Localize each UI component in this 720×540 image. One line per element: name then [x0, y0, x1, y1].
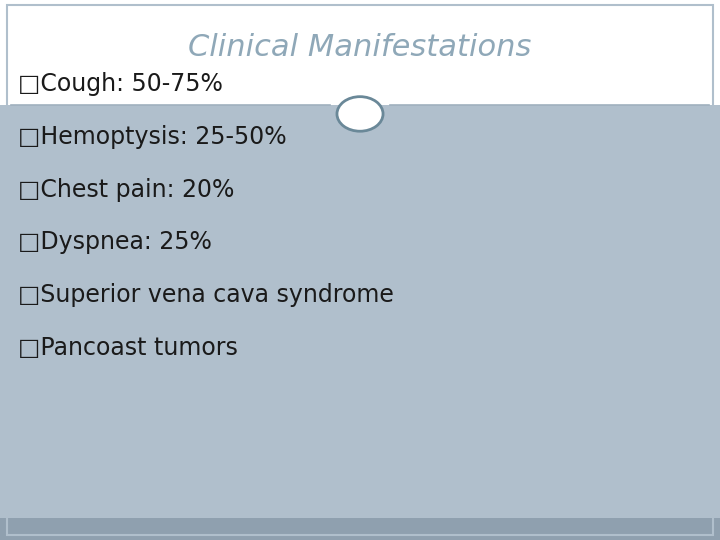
- Text: □Cough: 50-75%: □Cough: 50-75%: [18, 72, 223, 96]
- FancyBboxPatch shape: [0, 105, 720, 518]
- Text: □Superior vena cava syndrome: □Superior vena cava syndrome: [18, 284, 394, 307]
- Text: □Hemoptysis: 25-50%: □Hemoptysis: 25-50%: [18, 125, 287, 148]
- FancyBboxPatch shape: [0, 0, 720, 105]
- Text: Clinical Manifestations: Clinical Manifestations: [189, 33, 531, 62]
- Text: □Chest pain: 20%: □Chest pain: 20%: [18, 178, 235, 201]
- Text: □Dyspnea: 25%: □Dyspnea: 25%: [18, 231, 212, 254]
- Text: □Pancoast tumors: □Pancoast tumors: [18, 336, 238, 360]
- FancyBboxPatch shape: [0, 518, 720, 540]
- Circle shape: [337, 97, 383, 131]
